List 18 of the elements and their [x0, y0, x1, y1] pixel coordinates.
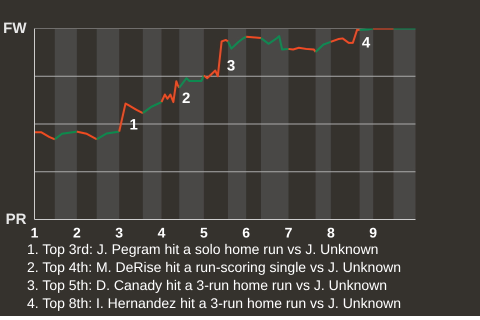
- x-tick-label: 7: [284, 224, 293, 240]
- annotation: 4: [362, 34, 371, 52]
- text: 1. Top 3rd: J. Pegram hit a solo home run vs J. Unknown: [27, 241, 378, 257]
- x-tick-label: 2: [72, 224, 81, 240]
- x-tick-label: 3: [115, 224, 124, 240]
- x-tick-label: 8: [326, 224, 335, 240]
- x-tick-label: 9: [369, 224, 378, 240]
- annotation: 2: [182, 90, 190, 107]
- x-tick-label: 5: [200, 224, 208, 240]
- text: 4. Top 8th: I. Hernandez hit a 3-run home run vs J. Unknown: [27, 295, 402, 311]
- annotation: 3: [226, 57, 236, 74]
- x-tick-label: 1: [30, 224, 39, 240]
- text: PR: [6, 211, 27, 228]
- x-tick-label: 4: [158, 224, 166, 240]
- text: FW: [3, 20, 28, 37]
- text: 2. Top 4th: M. DeRise hit a run-scoring single vs J. Unknown: [27, 259, 402, 275]
- x-tick-label: 6: [242, 224, 250, 240]
- text: 3. Top 5th: D. Canady hit a 3-run home run vs J. Unknown: [27, 277, 388, 293]
